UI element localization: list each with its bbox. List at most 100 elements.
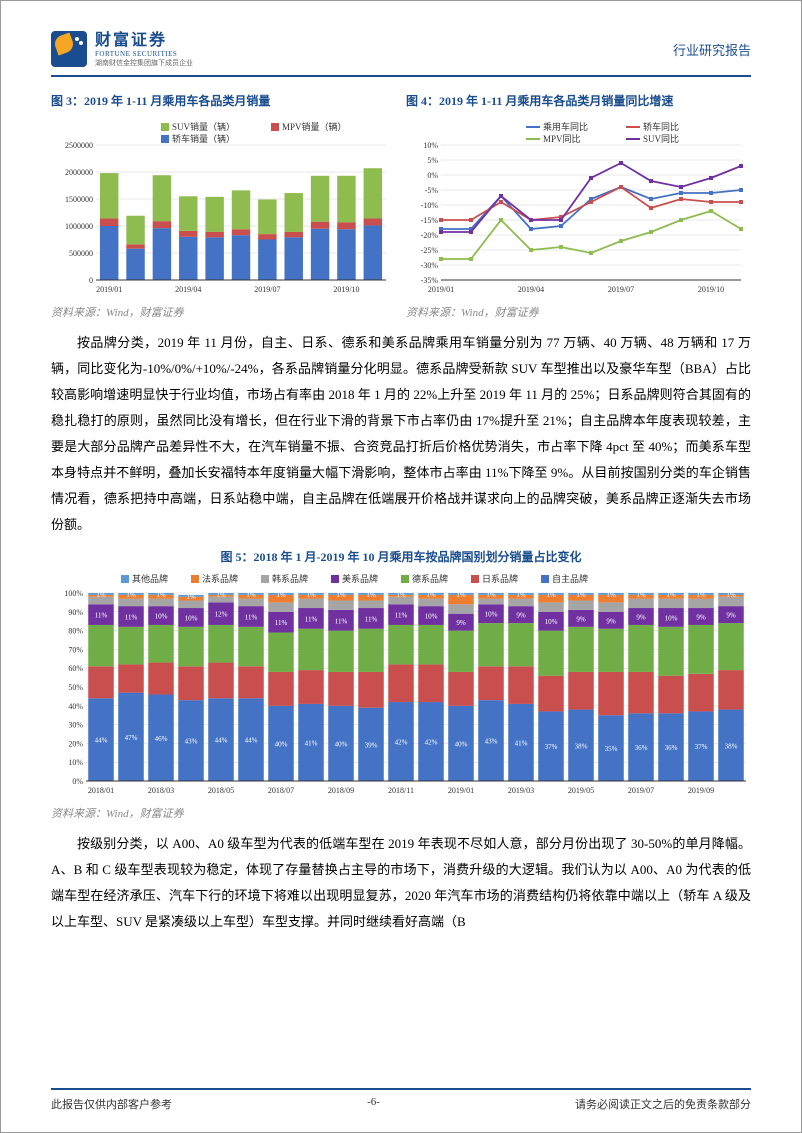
svg-text:SUV销量（辆）: SUV销量（辆） [172,121,235,132]
svg-text:轿车同比: 轿车同比 [643,121,679,132]
svg-text:11%: 11% [395,612,408,620]
svg-text:5%: 5% [427,156,438,165]
svg-text:2019/04: 2019/04 [518,285,544,294]
svg-text:37%: 37% [695,743,708,751]
svg-text:MPV销量（辆）: MPV销量（辆） [282,121,347,132]
chart5: 其他品牌法系品牌韩系品牌美系品牌德系品牌日系品牌自主品牌0%10%20%30%4… [51,571,751,801]
svg-text:43%: 43% [185,738,198,746]
chart3-box: 图 3：2019 年 1-11 月乘用车各品类月销量 SUV销量（辆）MPV销量… [51,92,396,320]
svg-text:41%: 41% [305,739,318,747]
svg-text:-30%: -30% [421,261,439,270]
footer-right: 请务必阅读正文之后的免责条款部分 [575,1096,751,1112]
svg-text:12%: 12% [215,611,228,619]
svg-text:11%: 11% [335,617,348,625]
svg-text:2018/09: 2018/09 [328,786,354,795]
chart-row-top: 图 3：2019 年 1-11 月乘用车各品类月销量 SUV销量（辆）MPV销量… [51,92,751,320]
svg-text:10%: 10% [425,613,438,621]
svg-text:9%: 9% [606,617,616,625]
svg-text:38%: 38% [725,742,738,750]
svg-text:2019/01: 2019/01 [448,786,474,795]
svg-text:50%: 50% [68,683,83,692]
svg-text:1%: 1% [576,591,586,599]
svg-text:1%: 1% [366,591,376,599]
svg-text:2019/07: 2019/07 [608,285,634,294]
paragraph-2: 按级别分类，以 A00、A0 级车型为代表的低端车型在 2019 年表现不尽如人… [51,831,751,935]
svg-text:自主品牌: 自主品牌 [552,573,588,584]
logo-area: 财富证券 FORTUNE SECURITIES 湖南财信金控集团旗下成员企业 [51,31,193,67]
svg-text:37%: 37% [545,743,558,751]
svg-text:-10%: -10% [421,201,439,210]
svg-text:36%: 36% [665,744,678,752]
chart4-title: 图 4：2019 年 1-11 月乘用车各品类月销量同比增速 [406,92,751,109]
svg-text:1%: 1% [246,591,256,599]
svg-text:10%: 10% [155,613,168,621]
svg-text:SUV同比: SUV同比 [643,133,679,144]
page: 财富证券 FORTUNE SECURITIES 湖南财信金控集团旗下成员企业 行… [0,0,802,1133]
svg-text:-20%: -20% [421,231,439,240]
footer: 此报告仅供内部客户参考 -6- 请务必阅读正文之后的免责条款部分 [51,1088,751,1112]
logo-cn: 财富证券 [95,31,193,50]
svg-text:70%: 70% [68,645,83,654]
svg-text:11%: 11% [275,619,288,627]
svg-text:1%: 1% [456,591,466,599]
svg-text:2018/01: 2018/01 [88,786,114,795]
logo-en: FORTUNE SECURITIES [95,50,193,58]
svg-text:1%: 1% [516,591,526,599]
svg-text:100%: 100% [64,589,83,598]
svg-text:2018/03: 2018/03 [148,786,174,795]
svg-text:10%: 10% [68,758,83,767]
svg-text:44%: 44% [245,737,258,745]
svg-text:38%: 38% [575,742,588,750]
svg-text:11%: 11% [125,614,138,622]
svg-text:11%: 11% [95,612,108,620]
chart4-box: 图 4：2019 年 1-11 月乘用车各品类月销量同比增速 乘用车同比 轿车同比… [406,92,751,320]
svg-text:2019/07: 2019/07 [254,285,280,294]
svg-text:0: 0 [89,276,93,285]
svg-text:1%: 1% [726,591,736,599]
svg-text:1%: 1% [486,591,496,599]
svg-text:10%: 10% [485,611,498,619]
svg-text:2019/10: 2019/10 [698,285,724,294]
svg-text:MPV同比: MPV同比 [543,133,581,144]
svg-text:2018/05: 2018/05 [208,786,234,795]
chart3-source: 资料来源：Wind，财富证券 [51,304,396,320]
svg-text:2018/07: 2018/07 [268,786,294,795]
logo-text: 财富证券 FORTUNE SECURITIES 湖南财信金控集团旗下成员企业 [95,31,193,67]
svg-text:35%: 35% [605,745,618,753]
svg-text:-35%: -35% [421,276,439,285]
svg-text:1%: 1% [546,591,556,599]
svg-text:1%: 1% [306,591,316,599]
svg-text:德系品牌: 德系品牌 [412,573,448,584]
svg-text:1%: 1% [96,591,106,599]
svg-text:41%: 41% [515,739,528,747]
paragraph-1: 按品牌分类，2019 年 11 月份，自主、日系、德系和美系品牌乘用车销量分别为… [51,330,751,538]
svg-text:-5%: -5% [425,186,439,195]
svg-text:2019/07: 2019/07 [628,786,654,795]
svg-text:1%: 1% [666,591,676,599]
footer-left: 此报告仅供内部客户参考 [51,1096,172,1112]
logo-sub: 湖南财信金控集团旗下成员企业 [95,59,193,67]
svg-text:1%: 1% [126,591,136,599]
svg-text:2019/04: 2019/04 [175,285,201,294]
chart3: SUV销量（辆）MPV销量（辆）轿车销量（辆）05000001000000150… [51,115,396,300]
svg-text:1500000: 1500000 [65,195,93,204]
svg-text:10%: 10% [665,614,678,622]
svg-text:80%: 80% [68,627,83,636]
svg-text:轿车销量（辆）: 轿车销量（辆） [172,133,235,144]
svg-text:10%: 10% [423,141,438,150]
svg-text:36%: 36% [635,744,648,752]
svg-text:乘用车同比: 乘用车同比 [543,121,588,132]
svg-text:9%: 9% [576,615,586,623]
svg-text:2018/11: 2018/11 [388,786,414,795]
svg-text:60%: 60% [68,664,83,673]
svg-text:1%: 1% [336,591,346,599]
svg-text:美系品牌: 美系品牌 [342,573,378,584]
svg-text:1%: 1% [426,591,436,599]
svg-text:42%: 42% [395,739,408,747]
svg-text:11%: 11% [365,615,378,623]
svg-text:10%: 10% [185,614,198,622]
svg-text:1%: 1% [216,591,226,599]
svg-text:1%: 1% [186,593,196,601]
svg-text:1%: 1% [156,591,166,599]
svg-text:44%: 44% [215,737,228,745]
